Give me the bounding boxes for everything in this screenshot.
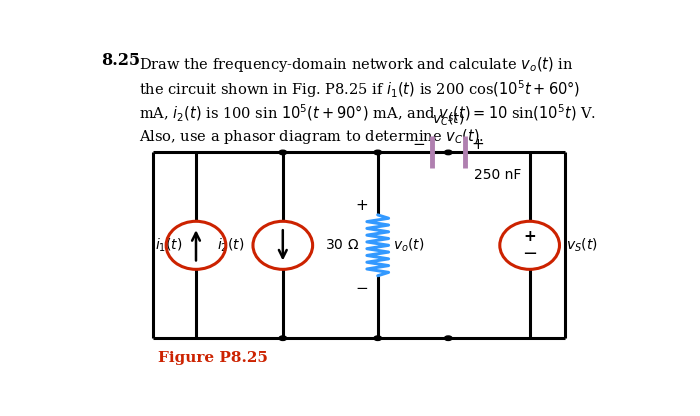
Text: +: + (355, 198, 368, 213)
Text: Draw the frequency-domain network and calculate $v_o(t)$ in: Draw the frequency-domain network and ca… (139, 55, 573, 74)
Text: $v_S(t)$: $v_S(t)$ (566, 237, 598, 254)
Text: 8.25: 8.25 (101, 52, 140, 69)
Text: +: + (472, 137, 484, 152)
Text: mA, $i_2(t)$ is 100 sin $10^5(t + 90°)$ mA, and $v_s(t) = 10$ sin$(10^5t)$ V.: mA, $i_2(t)$ is 100 sin $10^5(t + 90°)$ … (139, 103, 596, 124)
Text: the circuit shown in Fig. P8.25 if $i_1(t)$ is 200 cos$(10^5t + 60°)$: the circuit shown in Fig. P8.25 if $i_1(… (139, 79, 580, 100)
Text: −: − (355, 281, 368, 296)
Circle shape (374, 336, 382, 340)
Text: $v_o(t)$: $v_o(t)$ (393, 237, 424, 254)
Text: $v_C(t)$: $v_C(t)$ (432, 111, 465, 129)
Text: 30 $\Omega$: 30 $\Omega$ (325, 238, 358, 253)
Circle shape (444, 336, 452, 340)
Text: $i_2(t)$: $i_2(t)$ (217, 237, 245, 254)
Circle shape (444, 150, 452, 155)
Circle shape (374, 150, 382, 155)
Text: 250 nF: 250 nF (475, 168, 522, 182)
Circle shape (279, 150, 286, 155)
Text: +: + (524, 229, 536, 244)
Text: −: − (412, 137, 425, 152)
Text: Also, use a phasor diagram to determine $v_C(t)$.: Also, use a phasor diagram to determine … (139, 127, 484, 146)
Text: −: − (522, 245, 537, 263)
Circle shape (279, 336, 286, 340)
Text: Figure P8.25: Figure P8.25 (158, 352, 268, 365)
Text: $i_1(t)$: $i_1(t)$ (155, 237, 183, 254)
